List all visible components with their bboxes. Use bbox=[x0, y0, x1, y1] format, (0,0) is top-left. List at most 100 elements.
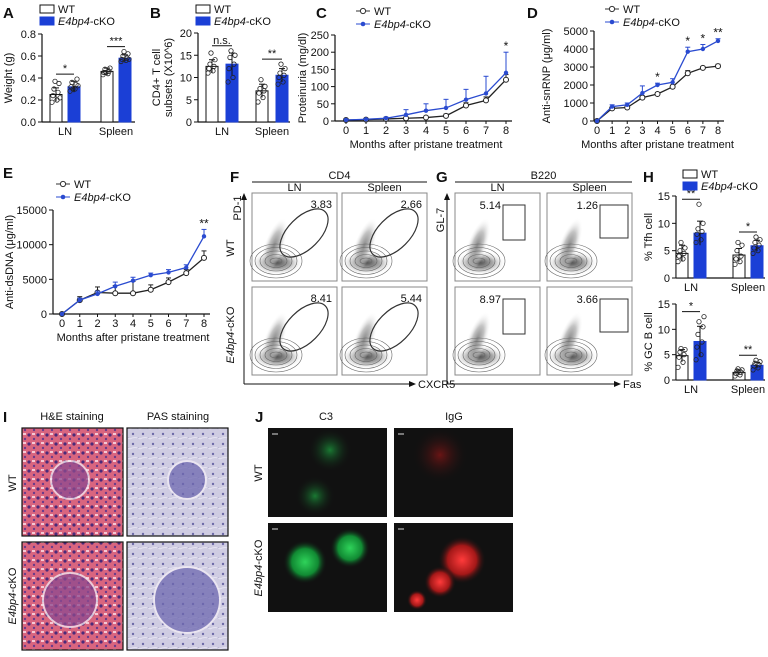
data-point-ko bbox=[423, 108, 429, 113]
legend-label-ko: E4bp4-cKO bbox=[623, 17, 680, 29]
data-point-wt bbox=[715, 63, 721, 70]
y-tick-label: 15 bbox=[658, 191, 670, 203]
x-tick-label: 2 bbox=[383, 125, 389, 137]
y-axis-title: % Tfh cell bbox=[643, 213, 655, 261]
significance-label: ** bbox=[199, 216, 209, 230]
flow-contour bbox=[269, 351, 283, 359]
data-point bbox=[107, 65, 113, 71]
flow-density bbox=[555, 217, 583, 275]
flow-contour bbox=[457, 341, 501, 369]
flow-contour bbox=[559, 254, 583, 268]
flow-contour bbox=[349, 250, 383, 272]
y-tick-label: 10 bbox=[658, 218, 670, 230]
legend-label-ko-suffix: -cKO bbox=[90, 16, 116, 28]
data-point bbox=[278, 61, 284, 67]
y-tick-label: 0 bbox=[664, 273, 670, 285]
gate-percentage: 8.41 bbox=[311, 293, 332, 305]
legend-label-wt: WT bbox=[623, 4, 640, 16]
data-point bbox=[676, 253, 682, 259]
x-tick-label: 7 bbox=[483, 125, 489, 137]
gate-rect bbox=[599, 298, 629, 333]
flow-contour bbox=[254, 247, 298, 275]
y-tick-label: 0 bbox=[186, 117, 192, 129]
legend-label-wt: WT bbox=[58, 4, 75, 16]
flow-plot bbox=[339, 286, 428, 376]
data-point bbox=[735, 239, 741, 246]
y-tick-label: 250 bbox=[311, 30, 329, 42]
data-point bbox=[698, 237, 704, 243]
flow-column-label: LN bbox=[287, 182, 301, 194]
data-point-ko bbox=[166, 270, 171, 275]
data-point bbox=[226, 66, 232, 72]
flow-contour bbox=[462, 250, 496, 272]
category-label: LN bbox=[58, 126, 72, 138]
gate-percentage: 3.66 bbox=[577, 294, 598, 306]
category-label: Spleen bbox=[731, 282, 765, 294]
flow-column-label: LN bbox=[490, 182, 504, 194]
bar bbox=[118, 57, 132, 123]
flow-contour bbox=[544, 243, 598, 279]
flow-contour bbox=[259, 344, 293, 366]
legend-swatch-wt bbox=[195, 4, 211, 14]
legend-swatch-wt bbox=[39, 4, 55, 14]
data-point-ko bbox=[130, 278, 136, 283]
category-label: Spleen bbox=[99, 126, 133, 138]
data-point-ko bbox=[640, 90, 645, 96]
x-tick-label: 4 bbox=[423, 125, 429, 137]
y-tick-label: 1000 bbox=[564, 98, 588, 110]
x-tick-label: 0 bbox=[343, 125, 349, 137]
data-point-ko bbox=[403, 112, 409, 118]
flow-contour bbox=[344, 341, 388, 369]
data-point bbox=[699, 339, 705, 345]
flow-contour bbox=[359, 351, 373, 359]
x-axis-title: Months after pristane treatment bbox=[581, 139, 734, 151]
column-label-he: H&E staining bbox=[40, 411, 104, 423]
data-point-ko bbox=[609, 104, 615, 109]
data-point bbox=[694, 344, 700, 350]
x-tick-label: 2 bbox=[94, 318, 100, 330]
data-point bbox=[208, 50, 214, 56]
data-point bbox=[678, 239, 684, 246]
y-tick-label: 0.6 bbox=[21, 51, 36, 63]
data-point bbox=[752, 239, 758, 246]
glomerulus bbox=[50, 460, 90, 500]
data-point bbox=[262, 83, 268, 90]
y-axis-title-2: subsets (X10^6) bbox=[163, 38, 175, 117]
data-point bbox=[102, 66, 108, 72]
flow-contour bbox=[344, 247, 388, 275]
data-point bbox=[230, 74, 236, 81]
y-tick-label: 5 bbox=[664, 350, 670, 362]
flow-contour bbox=[249, 337, 303, 373]
data-point bbox=[119, 56, 125, 62]
data-point-ko bbox=[594, 118, 600, 124]
gate-percentage: 2.66 bbox=[401, 199, 422, 211]
legend-label-ko: E4bp4-cKO bbox=[374, 19, 431, 31]
data-point-ko bbox=[625, 102, 630, 108]
data-point-wt bbox=[201, 254, 207, 261]
data-point bbox=[258, 77, 264, 83]
flow-y-axis-label: PD-1 bbox=[232, 195, 244, 220]
data-point bbox=[695, 331, 701, 337]
y-tick-label: 15 bbox=[658, 299, 670, 311]
flow-contour bbox=[457, 247, 501, 275]
legend-label-wt: WT bbox=[701, 169, 718, 181]
arrow-head bbox=[241, 193, 247, 200]
y-axis-title: Proteinuria (mg/dl) bbox=[297, 33, 309, 123]
row-label-ko: E4bp4-cKO bbox=[225, 306, 237, 363]
y-axis-title: Anti-dsDNA (μg/ml) bbox=[4, 215, 16, 309]
flow-density bbox=[463, 311, 491, 369]
x-tick-label: 4 bbox=[654, 125, 660, 137]
y-tick-label: 0.4 bbox=[21, 73, 36, 85]
data-point bbox=[228, 48, 234, 54]
data-point-wt bbox=[183, 270, 190, 277]
x-tick-label: 0 bbox=[59, 318, 65, 330]
legend-label-ko: E4bp4-cKO bbox=[74, 192, 131, 204]
y-tick-label: 3000 bbox=[564, 62, 588, 74]
panel-label-J: J bbox=[255, 409, 263, 426]
data-point bbox=[257, 86, 263, 92]
data-point bbox=[121, 48, 127, 55]
significance-label: * bbox=[63, 63, 68, 75]
fluorescent-signal bbox=[330, 528, 370, 568]
data-point-wt bbox=[147, 286, 154, 293]
x-tick-label: 1 bbox=[363, 125, 369, 137]
